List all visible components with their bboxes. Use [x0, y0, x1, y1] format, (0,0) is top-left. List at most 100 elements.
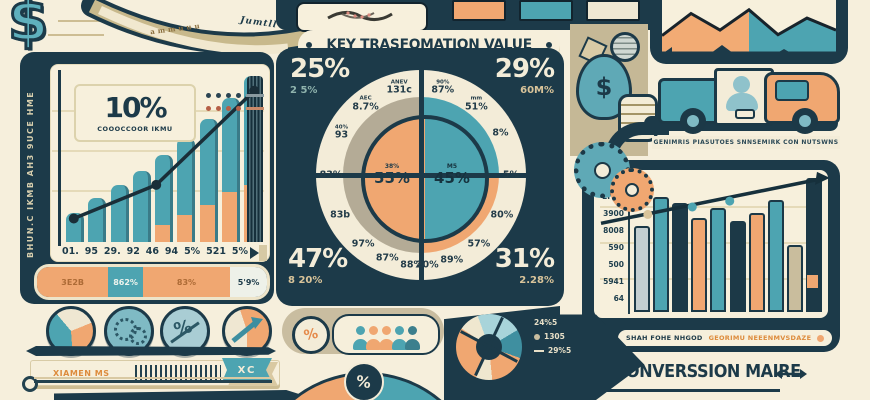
barcode	[135, 365, 221, 380]
value-sub: M5	[446, 163, 458, 170]
top-legend-swatches	[452, 0, 640, 21]
person-icon	[352, 326, 368, 350]
area-fill	[662, 9, 749, 56]
legend-dot	[216, 92, 221, 98]
y-tick-label: 8008	[603, 226, 624, 235]
x-tick-label: 521	[206, 246, 226, 257]
growth-badge: 10% COOOCCOOR IKMU	[74, 84, 196, 142]
ring-label-big: 83b	[330, 208, 351, 220]
performance-bar	[729, 220, 746, 312]
performance-bar	[786, 244, 803, 312]
speed-line	[48, 34, 104, 36]
legend-dot	[534, 333, 540, 340]
ring-label-small: 90%	[436, 79, 450, 86]
stack-segment: 3E2B	[37, 267, 109, 297]
legend-swatch	[586, 0, 640, 21]
trend-dot	[643, 209, 653, 219]
stat-value: 47%	[288, 244, 348, 274]
growth-x-endcap	[259, 245, 267, 261]
performance-bar	[672, 203, 689, 312]
donut-ring-label: 87%	[376, 254, 399, 264]
y-tick-label: 64	[613, 294, 624, 303]
dot-legend-row	[206, 92, 264, 98]
value: 55%	[374, 169, 410, 187]
stat-sub: 60M%	[520, 85, 554, 96]
performance-bars	[634, 178, 822, 312]
mini-legend-text: 24%5	[534, 318, 558, 327]
y-tick-label: 3900	[603, 209, 624, 218]
truck-cab	[764, 72, 840, 124]
donut-ring-label: 20%	[416, 260, 439, 270]
corner-stat-bl: 47% 8 20%	[288, 244, 348, 286]
ribbon-tag-label: XC	[237, 364, 257, 376]
driver-body	[726, 93, 758, 111]
mini-legend-row: 1305	[534, 332, 571, 341]
donut-ring-label: mm 51%	[465, 95, 488, 112]
growth-y-axis	[58, 70, 61, 246]
corner-stat-br: 31% 2.28%	[470, 244, 555, 286]
wheel-hub	[799, 115, 811, 127]
ring-label-big: 131c	[386, 84, 412, 96]
stat-value: 25%	[290, 54, 350, 84]
stat-value: 31%	[494, 244, 555, 274]
value: 45%	[434, 169, 470, 187]
speed-line	[58, 20, 128, 22]
donut-center-left: 38% 55%	[374, 164, 410, 186]
area-fill	[749, 9, 836, 56]
growth-badge-caption: COOOCCOOR IKMU	[97, 124, 173, 133]
stat-sub: 2.28%	[519, 275, 554, 286]
person-icon	[404, 326, 420, 350]
ring-label-small: mm	[470, 95, 483, 102]
share-stack-bar: 3E2B 862% 83% 5'9%	[34, 264, 270, 300]
person-body	[378, 339, 394, 350]
people-pill	[332, 314, 440, 355]
donut-ring-label: 97%	[352, 239, 375, 249]
growth-bar-base	[177, 215, 193, 242]
legend-dot	[216, 105, 221, 111]
person-body	[391, 339, 407, 350]
growth-bar	[155, 154, 173, 242]
performance-bar	[653, 197, 670, 312]
donut-ring-label: 57%	[468, 239, 491, 249]
right-double-arrow-icon	[775, 369, 807, 379]
ring-label-big: 88%	[400, 258, 423, 270]
conversion-heading: CONVERSSION MAIRE	[614, 362, 802, 382]
percent-glyph: %	[302, 325, 320, 345]
x-tick-label: 95	[84, 246, 98, 257]
performance-bar	[691, 217, 708, 312]
legend-dot	[226, 92, 231, 98]
donut-ring-label: 80%	[491, 210, 514, 220]
trend-dot	[151, 179, 162, 190]
truck-window	[775, 80, 809, 101]
gridline	[52, 150, 264, 152]
performance-trend	[600, 171, 828, 225]
legend-swatch	[519, 0, 573, 21]
bottom-pie-badge: %	[344, 362, 384, 400]
person-body	[365, 339, 381, 350]
growth-trend-line	[68, 85, 260, 224]
trend-line	[600, 177, 822, 225]
x-tick-label: 5%	[231, 246, 248, 257]
stat-sub: 8 20%	[288, 275, 323, 286]
mini-legend-text: 29%5	[548, 346, 572, 355]
bottom-left-strip	[54, 390, 318, 400]
ring-label-big: 87%	[375, 252, 399, 264]
area-axis-arrow	[662, 47, 672, 56]
trend-dot	[68, 213, 79, 224]
donut-ring-label: 90% 87%	[431, 80, 454, 95]
person-body	[404, 339, 420, 350]
x-tick-label: 01.	[62, 246, 79, 257]
ring-label-big: 8.7%	[352, 101, 379, 113]
y-tick-label: 5941	[603, 277, 624, 286]
title-dot	[546, 42, 553, 48]
arrow-icon	[231, 317, 263, 343]
percent-coin-small: %	[292, 316, 330, 354]
ring-label-big: 89%	[440, 253, 464, 265]
donut-ring-labels: ANEV 131c AEC 8.7% 40% 93 83% 83b 97% 87% 88% 90% 87…	[316, 70, 526, 280]
driver-icon	[733, 76, 750, 93]
legend-label: SHAH FOHE NHGOD	[626, 334, 703, 342]
person-icon	[365, 326, 381, 350]
trend-dot	[687, 202, 697, 212]
stack-segment: 83%	[142, 267, 231, 297]
